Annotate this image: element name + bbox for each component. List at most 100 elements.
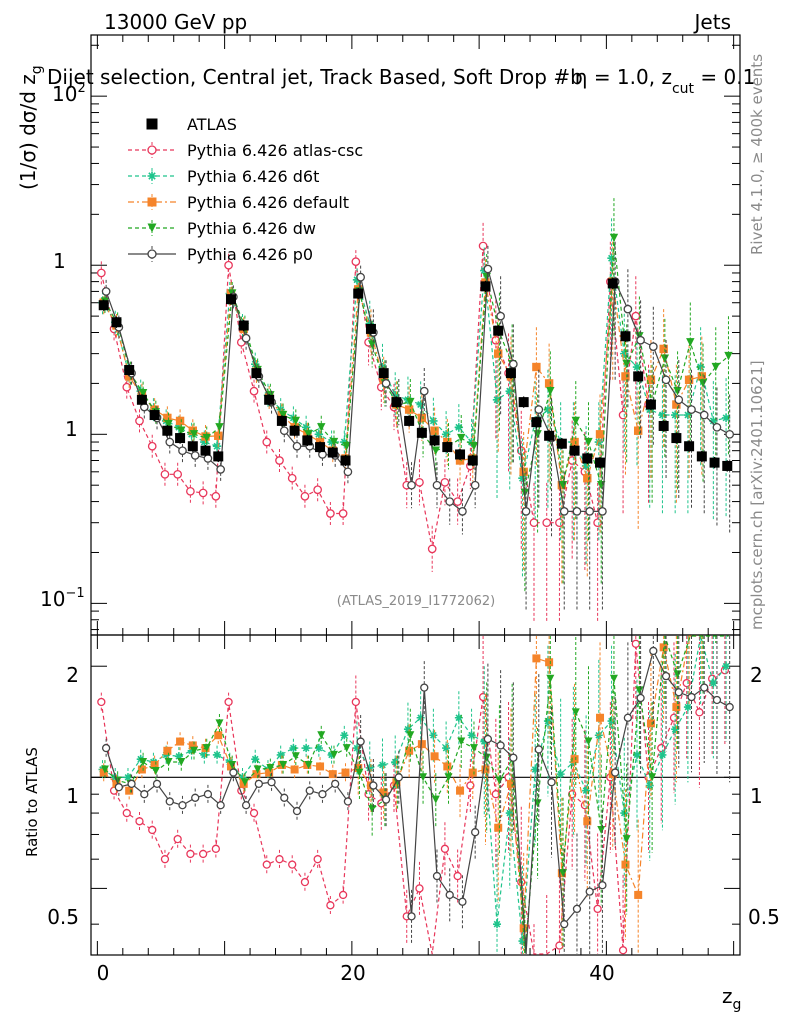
data-point (466, 781, 475, 790)
data-point (491, 790, 500, 799)
data-point (174, 752, 183, 761)
data-point (583, 473, 592, 483)
data-point (416, 713, 425, 722)
data-point (559, 869, 568, 878)
data-point (394, 773, 403, 782)
data-point (542, 518, 552, 528)
data-point (620, 331, 631, 342)
series-line (102, 635, 727, 942)
data-point (673, 386, 682, 396)
data-point (481, 765, 490, 774)
data-point (496, 311, 505, 321)
data-point (280, 793, 289, 802)
data-point (314, 744, 323, 753)
data-point (338, 509, 348, 518)
legend-label: Pythia 6.426 atlas-csc (187, 141, 363, 160)
data-point (648, 342, 658, 351)
data-point (531, 765, 540, 774)
data-point (391, 397, 402, 408)
data-point (328, 770, 337, 779)
data-point (137, 765, 146, 774)
data-point (570, 437, 579, 447)
data-point (620, 349, 629, 358)
data-point (609, 674, 618, 683)
main-series-group (96, 198, 735, 623)
data-point (187, 746, 196, 755)
data-point (533, 430, 542, 439)
data-point (391, 391, 400, 400)
data-point (331, 779, 340, 789)
data-point (699, 410, 709, 420)
xtick-0: 0 (97, 961, 110, 985)
data-point (148, 825, 157, 835)
y-axis-label-main: (1/σ) dσ/d zg (16, 65, 45, 190)
legend-entry: ATLAS (146, 115, 237, 134)
data-point (406, 397, 415, 407)
data-point (355, 768, 364, 777)
data-point (404, 405, 414, 414)
data-point (456, 786, 465, 795)
data-point (595, 430, 605, 439)
data-point (505, 368, 516, 379)
data-point (683, 703, 692, 712)
data-point (315, 442, 326, 453)
data-point (100, 765, 109, 774)
data-point (636, 335, 645, 345)
data-point (189, 430, 199, 439)
data-point (646, 719, 655, 728)
data-point (529, 518, 539, 528)
data-point (343, 797, 353, 806)
data-point (687, 405, 696, 414)
data-point (595, 457, 606, 468)
data-point (483, 264, 493, 274)
data-point (275, 855, 284, 864)
data-point (224, 260, 233, 270)
data-point (556, 770, 565, 779)
data-point (365, 323, 376, 334)
data-point (432, 871, 442, 881)
data-point (211, 844, 221, 853)
header-jets-label: Jets (693, 10, 731, 34)
main-ytick-1: 1 (65, 417, 78, 441)
data-point (190, 451, 200, 460)
series-line (103, 635, 702, 929)
data-point (559, 507, 569, 516)
data-point (241, 333, 251, 343)
data-point (276, 405, 285, 414)
data-point (453, 871, 462, 881)
data-point (519, 467, 528, 477)
data-point (300, 877, 310, 887)
data-point (213, 451, 224, 462)
data-point (634, 890, 643, 899)
data-point (225, 294, 236, 305)
data-point (187, 441, 198, 452)
legend: ATLAS Pythia 6.426 atlas-csc Pythia 6.426 … (128, 115, 363, 264)
ratio-ytick-0p5-right: 0.5 (748, 905, 780, 929)
data-point (427, 544, 437, 554)
data-point (186, 849, 195, 859)
data-point (415, 884, 424, 893)
data-point (317, 731, 326, 740)
data-point (711, 362, 720, 372)
data-point (275, 456, 284, 465)
data-point (224, 697, 233, 707)
data-point (305, 786, 314, 795)
data-point (249, 386, 259, 396)
data-point (722, 662, 731, 671)
data-point (391, 758, 400, 767)
data-point (276, 415, 287, 426)
data-point (445, 890, 454, 900)
data-point (147, 197, 157, 207)
data-point (445, 497, 455, 506)
data-point (289, 425, 300, 436)
data-point (508, 359, 518, 369)
data-point (152, 779, 162, 789)
data-point (340, 455, 351, 466)
data-point (249, 808, 259, 818)
data-point (571, 708, 580, 717)
data-point (571, 416, 580, 426)
data-point (467, 731, 476, 740)
data-point (304, 430, 313, 439)
data-point (406, 731, 415, 740)
data-point (684, 441, 695, 452)
